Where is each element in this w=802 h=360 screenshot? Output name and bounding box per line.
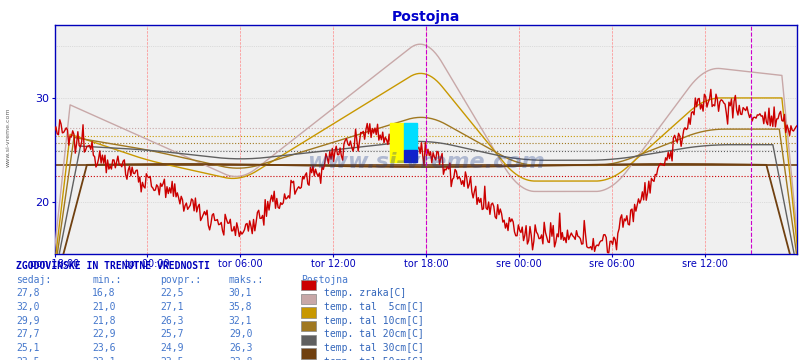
Text: 25,7: 25,7 xyxy=(160,329,184,339)
Text: 29,9: 29,9 xyxy=(16,316,39,326)
Text: 16,8: 16,8 xyxy=(92,288,115,298)
Text: www.si-vreme.com: www.si-vreme.com xyxy=(6,107,10,167)
Text: min.:: min.: xyxy=(92,275,122,285)
Bar xyxy=(403,150,416,162)
Text: 21,0: 21,0 xyxy=(92,302,115,312)
Text: 24,9: 24,9 xyxy=(160,343,184,353)
Text: povpr.:: povpr.: xyxy=(160,275,201,285)
Text: 23,5: 23,5 xyxy=(160,357,184,360)
Text: 27,7: 27,7 xyxy=(16,329,39,339)
Text: 22,9: 22,9 xyxy=(92,329,115,339)
Text: 21,8: 21,8 xyxy=(92,316,115,326)
Text: ZGODOVINSKE IN TRENUTNE VREDNOSTI: ZGODOVINSKE IN TRENUTNE VREDNOSTI xyxy=(16,261,209,271)
Text: 32,1: 32,1 xyxy=(229,316,252,326)
Bar xyxy=(390,123,403,162)
Text: 23,5: 23,5 xyxy=(16,357,39,360)
Text: temp. zraka[C]: temp. zraka[C] xyxy=(323,288,405,298)
Text: www.si-vreme.com: www.si-vreme.com xyxy=(306,152,545,172)
Text: temp. tal 20cm[C]: temp. tal 20cm[C] xyxy=(323,329,423,339)
Text: 23,1: 23,1 xyxy=(92,357,115,360)
Text: sedaj:: sedaj: xyxy=(16,275,51,285)
Text: 27,8: 27,8 xyxy=(16,288,39,298)
Text: temp. tal 10cm[C]: temp. tal 10cm[C] xyxy=(323,316,423,326)
Text: Postojna: Postojna xyxy=(301,275,348,285)
Text: maks.:: maks.: xyxy=(229,275,264,285)
Text: 35,8: 35,8 xyxy=(229,302,252,312)
Text: 27,1: 27,1 xyxy=(160,302,184,312)
Text: 26,3: 26,3 xyxy=(160,316,184,326)
Text: temp. tal  5cm[C]: temp. tal 5cm[C] xyxy=(323,302,423,312)
Text: 26,3: 26,3 xyxy=(229,343,252,353)
Text: 32,0: 32,0 xyxy=(16,302,39,312)
Text: temp. tal 50cm[C]: temp. tal 50cm[C] xyxy=(323,357,423,360)
Title: Postojna: Postojna xyxy=(391,10,460,24)
Bar xyxy=(403,123,416,150)
Text: 22,5: 22,5 xyxy=(160,288,184,298)
Text: 29,0: 29,0 xyxy=(229,329,252,339)
Text: 30,1: 30,1 xyxy=(229,288,252,298)
Text: 23,6: 23,6 xyxy=(92,343,115,353)
Text: temp. tal 30cm[C]: temp. tal 30cm[C] xyxy=(323,343,423,353)
Text: 25,1: 25,1 xyxy=(16,343,39,353)
Text: 23,8: 23,8 xyxy=(229,357,252,360)
